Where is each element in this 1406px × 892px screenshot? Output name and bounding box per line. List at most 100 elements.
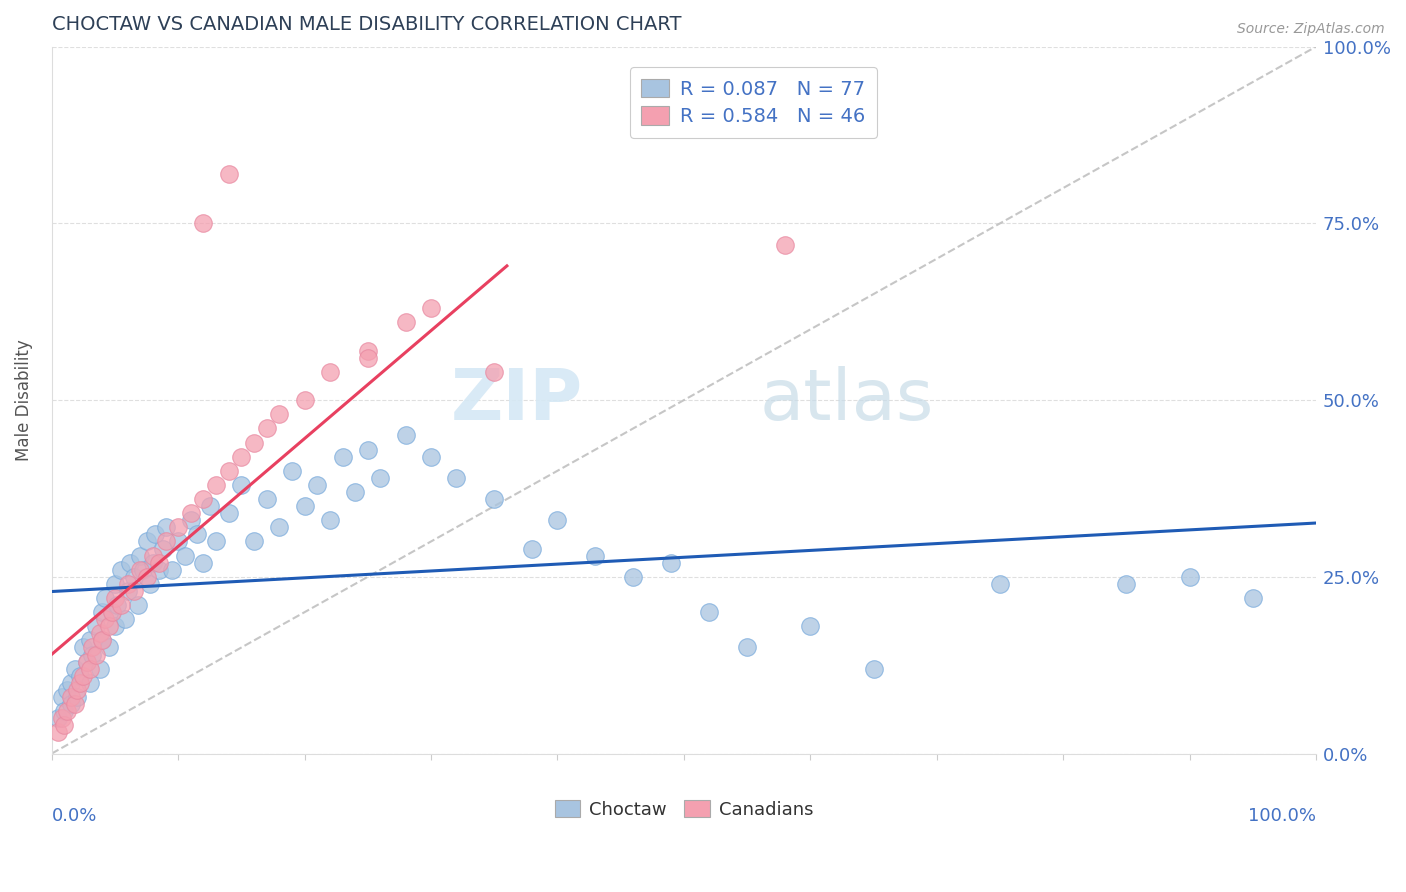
Point xyxy=(129,549,152,563)
Point xyxy=(332,450,354,464)
Point xyxy=(243,534,266,549)
Point xyxy=(173,549,195,563)
Y-axis label: Male Disability: Male Disability xyxy=(15,339,32,461)
Point xyxy=(193,491,215,506)
Point xyxy=(420,450,443,464)
Point xyxy=(142,556,165,570)
Point xyxy=(256,421,278,435)
Point xyxy=(319,513,342,527)
Point xyxy=(446,471,468,485)
Legend: Choctaw, Canadians: Choctaw, Canadians xyxy=(547,792,821,826)
Point xyxy=(231,478,253,492)
Point xyxy=(117,583,139,598)
Point xyxy=(256,491,278,506)
Point xyxy=(319,365,342,379)
Point xyxy=(294,393,316,408)
Point xyxy=(94,612,117,626)
Point xyxy=(53,704,76,718)
Point xyxy=(104,577,127,591)
Point xyxy=(420,301,443,316)
Point xyxy=(218,464,240,478)
Point xyxy=(148,556,170,570)
Text: CHOCTAW VS CANADIAN MALE DISABILITY CORRELATION CHART: CHOCTAW VS CANADIAN MALE DISABILITY CORR… xyxy=(52,15,682,34)
Point xyxy=(120,556,142,570)
Point xyxy=(122,570,145,584)
Point xyxy=(799,619,821,633)
Point xyxy=(63,697,86,711)
Point xyxy=(59,690,82,704)
Point xyxy=(82,640,104,655)
Point xyxy=(79,662,101,676)
Point xyxy=(862,662,884,676)
Point xyxy=(484,365,506,379)
Point xyxy=(357,442,380,457)
Point xyxy=(66,682,89,697)
Point xyxy=(56,704,79,718)
Point xyxy=(205,478,228,492)
Point xyxy=(218,506,240,520)
Point xyxy=(104,591,127,605)
Point xyxy=(59,676,82,690)
Point xyxy=(135,570,157,584)
Point xyxy=(167,534,190,549)
Point xyxy=(91,633,114,648)
Point xyxy=(484,491,506,506)
Point xyxy=(243,435,266,450)
Point xyxy=(621,570,644,584)
Point xyxy=(773,237,796,252)
Point xyxy=(46,725,69,739)
Point xyxy=(89,662,111,676)
Point xyxy=(145,527,167,541)
Point xyxy=(51,690,73,704)
Point xyxy=(1178,570,1201,584)
Point xyxy=(205,534,228,549)
Point xyxy=(132,563,155,577)
Point xyxy=(63,662,86,676)
Point xyxy=(180,513,202,527)
Point xyxy=(91,633,114,648)
Point xyxy=(135,534,157,549)
Point xyxy=(697,605,720,619)
Point xyxy=(357,343,380,358)
Point xyxy=(155,534,177,549)
Point xyxy=(522,541,544,556)
Point xyxy=(59,697,82,711)
Point xyxy=(84,619,107,633)
Text: atlas: atlas xyxy=(759,366,934,434)
Point xyxy=(76,655,98,669)
Point xyxy=(193,556,215,570)
Point xyxy=(107,598,129,612)
Point xyxy=(344,485,367,500)
Point xyxy=(69,676,91,690)
Point xyxy=(101,605,124,619)
Point xyxy=(735,640,758,655)
Point xyxy=(160,563,183,577)
Point xyxy=(110,563,132,577)
Point xyxy=(97,619,120,633)
Point xyxy=(142,549,165,563)
Point xyxy=(94,591,117,605)
Point xyxy=(395,315,418,329)
Point xyxy=(51,711,73,725)
Point xyxy=(193,216,215,230)
Point xyxy=(110,598,132,612)
Point xyxy=(101,605,124,619)
Point xyxy=(583,549,606,563)
Point xyxy=(127,598,149,612)
Point xyxy=(307,478,329,492)
Point xyxy=(82,648,104,662)
Point xyxy=(129,563,152,577)
Point xyxy=(546,513,568,527)
Point xyxy=(370,471,392,485)
Point xyxy=(148,563,170,577)
Point xyxy=(79,676,101,690)
Point xyxy=(91,605,114,619)
Point xyxy=(69,669,91,683)
Point xyxy=(281,464,304,478)
Point xyxy=(152,541,174,556)
Point xyxy=(218,167,240,181)
Point xyxy=(84,648,107,662)
Point xyxy=(46,711,69,725)
Point xyxy=(294,499,316,513)
Point xyxy=(97,640,120,655)
